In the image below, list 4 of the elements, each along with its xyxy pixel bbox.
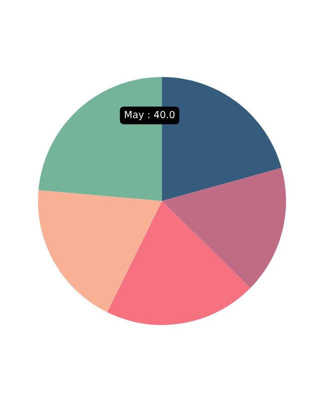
pie-slice	[107, 201, 250, 325]
pie-slice	[162, 168, 286, 288]
pie-slice	[38, 190, 162, 312]
text: May : 40.0	[124, 110, 175, 120]
